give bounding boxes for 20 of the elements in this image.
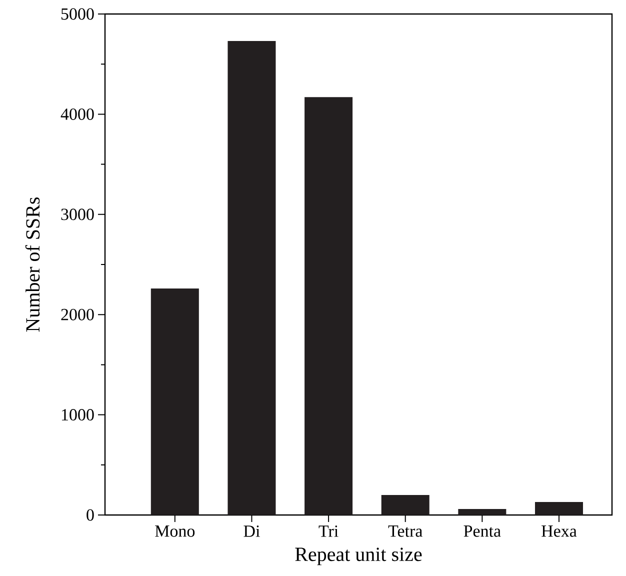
x-tick-label: Hexa (542, 526, 577, 537)
bar (534, 502, 583, 515)
y-axis-title: Number of SSRs (25, 197, 40, 332)
bar (381, 494, 430, 515)
y-tick-label: 3000 (61, 208, 94, 220)
y-tick-label: 1000 (62, 409, 94, 421)
x-tick-label: Mono (155, 526, 195, 537)
bar (304, 97, 353, 515)
x-tick-label: Tetra (388, 526, 422, 537)
x-tick-label: Di (244, 526, 260, 537)
bar (150, 288, 199, 515)
x-tick-label: Penta (464, 526, 501, 537)
y-tick-label: 0 (86, 509, 94, 521)
y-tick-label: 2000 (61, 308, 94, 320)
x-axis-title: Repeat unit size (295, 548, 422, 566)
bar (458, 508, 506, 515)
y-tick-label: 4000 (60, 108, 94, 120)
y-tick-label: 5000 (61, 8, 94, 20)
bar (228, 41, 276, 515)
x-tick-label: Tri (318, 526, 338, 537)
